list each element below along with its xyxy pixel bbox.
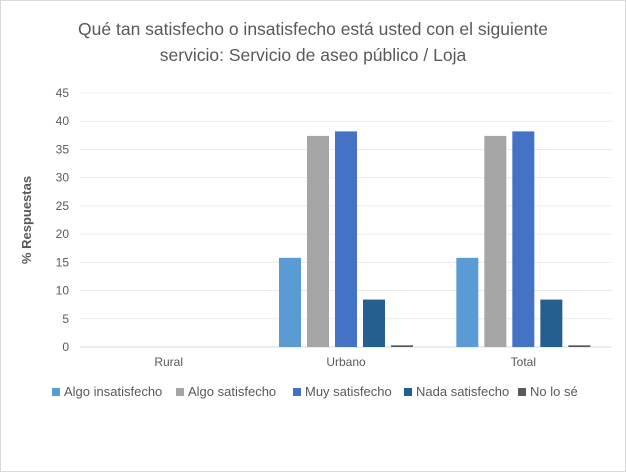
bar — [540, 299, 563, 347]
y-tick-label: 20 — [56, 227, 70, 241]
bar — [363, 299, 385, 347]
legend-label: Nada satisfecho — [416, 384, 510, 399]
chart-title: Qué tan satisfecho o insatisfecho está u… — [40, 16, 586, 68]
y-tick-label: 25 — [56, 199, 70, 213]
y-tick-label: 30 — [56, 171, 70, 185]
legend-label: No lo sé — [530, 384, 578, 399]
legend-item: No lo sé — [518, 384, 578, 399]
bar — [512, 131, 535, 347]
bar — [568, 345, 591, 347]
chart-title-line-1: Qué tan satisfecho o insatisfecho está u… — [78, 19, 548, 39]
legend-swatch — [52, 387, 60, 396]
legend-item: Muy satisfecho — [293, 384, 392, 399]
legend-item: Algo satisfecho — [176, 384, 276, 399]
bar — [456, 257, 479, 347]
x-tick-label: Total — [511, 355, 536, 369]
y-tick-label: 40 — [56, 114, 70, 128]
legend-label: Muy satisfecho — [305, 384, 392, 399]
y-tick-label: 35 — [56, 142, 70, 156]
y-tick-label: 45 — [56, 86, 70, 100]
y-tick-label: 0 — [62, 340, 69, 354]
bar — [279, 257, 301, 347]
legend-item: Algo insatisfecho — [52, 384, 162, 399]
x-tick-label: Urbano — [326, 355, 366, 369]
x-tick-label: Rural — [154, 355, 183, 369]
legend-swatch — [404, 387, 412, 396]
bar — [484, 135, 507, 347]
bar — [391, 345, 413, 347]
legend-label: Algo satisfecho — [188, 384, 277, 399]
bar — [307, 135, 329, 347]
chart-title-line-2: servicio: Servicio de aseo público / Loj… — [159, 45, 467, 65]
legend-swatch — [293, 387, 301, 396]
y-axis-label: % Respuestas — [19, 176, 34, 264]
legend-item: Nada satisfecho — [404, 384, 509, 399]
bar — [335, 131, 357, 347]
y-tick-label: 10 — [56, 284, 70, 298]
y-tick-label: 15 — [56, 255, 70, 269]
legend-label: Algo insatisfecho — [64, 384, 163, 399]
y-tick-label: 5 — [62, 312, 69, 326]
legend-swatch — [518, 387, 526, 396]
legend-swatch — [176, 387, 184, 396]
